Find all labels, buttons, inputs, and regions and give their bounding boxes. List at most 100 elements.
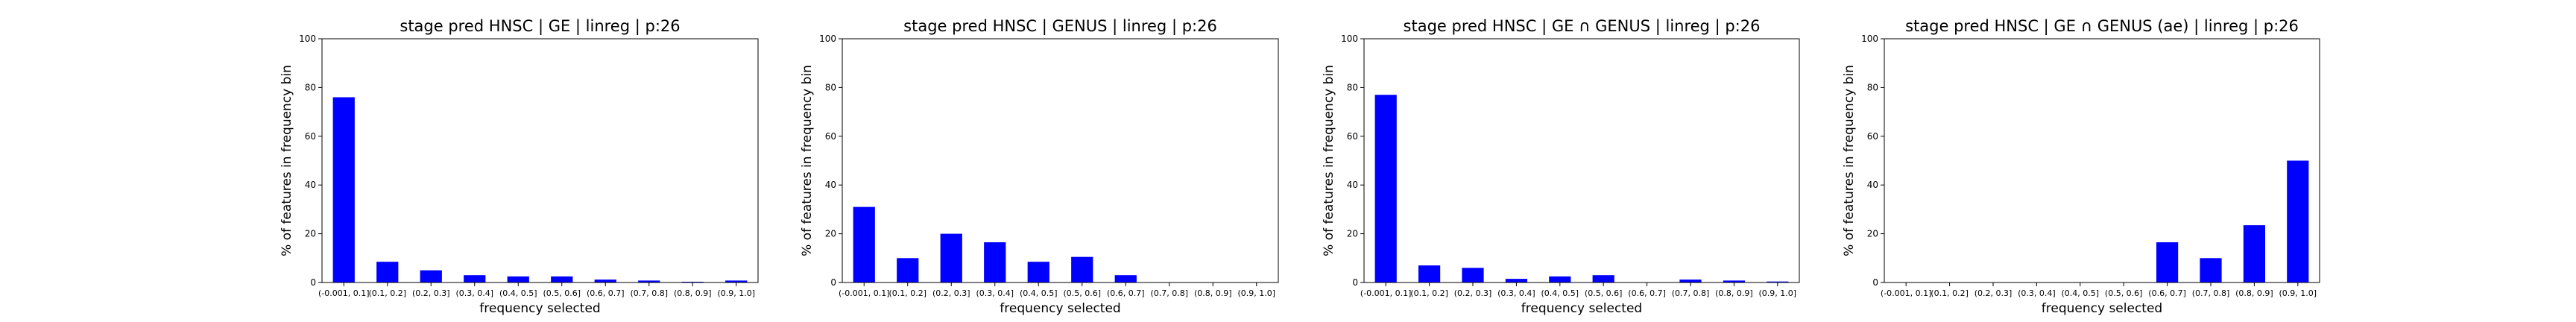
- plot-frame: [842, 38, 1279, 283]
- x-tick-label: (0.7, 0.8]: [2192, 288, 2230, 298]
- x-tick-label: (0.9, 1.0]: [1237, 288, 1275, 298]
- y-tick-label: 60: [1867, 131, 1878, 142]
- bar: [1723, 280, 1745, 282]
- bar: [1071, 256, 1093, 282]
- bar: [897, 258, 919, 282]
- x-tick-label: (0.3, 0.4]: [2018, 288, 2056, 298]
- bar: [1114, 275, 1137, 282]
- y-tick-label: 0: [310, 277, 316, 288]
- y-tick-label: 20: [1347, 229, 1358, 239]
- x-tick-label: (0.6, 0.7]: [2148, 288, 2186, 298]
- bar: [464, 275, 486, 282]
- bar: [940, 233, 962, 282]
- x-tick-label: (0.5, 0.6]: [2105, 288, 2143, 298]
- y-tick-label: 40: [1867, 180, 1878, 190]
- x-tick-label: (0.8, 0.9]: [1715, 288, 1753, 298]
- chart-panel-4: 0 20 40 60 80 100 (-0.001, 0.1](0.1, 0.2] (0.2,…: [1842, 17, 2320, 316]
- bar: [1549, 276, 1571, 282]
- x-axis-label: frequency selected: [2042, 301, 2162, 316]
- bar: [1418, 265, 1441, 282]
- plot-frame: [321, 38, 759, 283]
- bar: [2243, 225, 2265, 282]
- y-tick-label: 60: [825, 131, 836, 142]
- x-tick-label: (0.9, 1.0]: [717, 288, 755, 298]
- bar: [2156, 242, 2179, 282]
- x-tick-label: (0.8, 0.9]: [1194, 288, 1232, 298]
- x-tick-label: (0.4, 0.5]: [2062, 288, 2100, 298]
- x-tick-label: (0.9, 1.0]: [1759, 288, 1797, 298]
- x-tick-label: (0.6, 0.7]: [1628, 288, 1666, 298]
- bar: [2287, 160, 2309, 282]
- x-tick-label: (-0.001, 0.1]: [839, 288, 890, 298]
- x-tick-label: (0.6, 0.7]: [587, 288, 625, 298]
- x-tick-label: (-0.001, 0.1]: [318, 288, 370, 298]
- bar: [853, 206, 875, 282]
- y-tick-label: 60: [305, 131, 316, 142]
- x-tick-label: (0.2, 0.3]: [412, 288, 450, 298]
- bar: [984, 242, 1006, 282]
- x-tick-label: (0.9, 1.0]: [2279, 288, 2317, 298]
- x-tick-label: (0.2, 0.3]: [1454, 288, 1492, 298]
- x-tick-label: (0.1, 0.2]: [368, 288, 406, 298]
- y-axis-label: % of features in frequency bin: [1842, 65, 1857, 256]
- chart-panel-1: 0 20 40 60 80 100 (-0.001, 0.1](0.1, 0.2] (0.2,…: [280, 17, 759, 316]
- x-tick-label: (0.6, 0.7]: [1107, 288, 1145, 298]
- x-tick-label: (0.7, 0.8]: [1150, 288, 1188, 298]
- x-tick-label: (0.4, 0.5]: [1541, 288, 1579, 298]
- x-tick-label: (0.3, 0.4]: [1497, 288, 1535, 298]
- y-tick-label: 20: [1867, 229, 1878, 239]
- x-tick-label: (0.8, 0.9]: [2235, 288, 2273, 298]
- x-tick-label: (-0.001, 0.1]: [1881, 288, 1932, 298]
- bar: [376, 262, 399, 282]
- chart-panel-2: 0 20 40 60 80 100 (-0.001, 0.1](0.1, 0.2] (0.2,…: [800, 17, 1279, 316]
- bar: [725, 280, 748, 282]
- x-tick-label: (0.7, 0.8]: [1672, 288, 1710, 298]
- bar: [1505, 279, 1527, 282]
- y-tick-label: 100: [819, 34, 836, 44]
- bar: [1374, 95, 1397, 283]
- x-tick-label: (0.4, 0.5]: [1020, 288, 1058, 298]
- bar: [1679, 280, 1702, 282]
- x-tick-label: (0.3, 0.4]: [455, 288, 493, 298]
- x-tick-label: (0.2, 0.3]: [932, 288, 970, 298]
- y-tick-label: 80: [305, 82, 316, 92]
- y-tick-label: 0: [1872, 277, 1878, 288]
- bar: [507, 276, 529, 282]
- plot-frame: [1884, 38, 2320, 283]
- y-tick-label: 80: [1347, 82, 1358, 92]
- chart-panel-3: 0 20 40 60 80 100 (-0.001, 0.1](0.1, 0.2] (0.2,…: [1322, 17, 1800, 316]
- y-tick-label: 80: [1867, 82, 1878, 92]
- y-tick-label: 0: [1352, 277, 1358, 288]
- x-tick-label: (0.2, 0.3]: [1974, 288, 2012, 298]
- x-tick-label: (0.1, 0.2]: [888, 288, 926, 298]
- x-tick-label: (0.5, 0.6]: [543, 288, 581, 298]
- y-tick-label: 80: [825, 82, 836, 92]
- y-tick-label: 40: [825, 180, 836, 190]
- x-tick-label: (0.8, 0.9]: [674, 288, 712, 298]
- y-tick-label: 60: [1347, 131, 1358, 142]
- x-tick-label: (0.1, 0.2]: [1410, 288, 1448, 298]
- y-tick-label: 0: [830, 277, 836, 288]
- chart-title: stage pred HNSC | GENUS | linreg | p:26: [903, 17, 1217, 36]
- x-tick-label: (0.5, 0.6]: [1063, 288, 1101, 298]
- y-tick-label: 40: [305, 180, 316, 190]
- y-axis-label: % of features in frequency bin: [280, 65, 294, 256]
- chart-title: stage pred HNSC | GE ∩ GENUS | linreg | …: [1404, 17, 1761, 36]
- chart-title: stage pred HNSC | GE | linreg | p:26: [400, 17, 680, 36]
- x-axis-label: frequency selected: [1521, 301, 1642, 316]
- x-axis-label: frequency selected: [479, 301, 600, 316]
- bar: [1462, 268, 1484, 282]
- bar: [1592, 275, 1614, 282]
- x-tick-label: (0.5, 0.6]: [1585, 288, 1623, 298]
- bar: [2200, 258, 2222, 282]
- x-tick-label: (0.4, 0.5]: [499, 288, 537, 298]
- y-tick-label: 20: [825, 229, 836, 239]
- bar: [594, 280, 616, 282]
- plot-frame: [1363, 38, 1800, 283]
- chart-title: stage pred HNSC | GE ∩ GENUS (ae) | linr…: [1905, 17, 2299, 36]
- bar: [638, 280, 660, 282]
- y-tick-label: 100: [1341, 34, 1358, 44]
- x-tick-label: (-0.001, 0.1]: [1360, 288, 1412, 298]
- x-tick-label: (0.1, 0.2]: [1931, 288, 1969, 298]
